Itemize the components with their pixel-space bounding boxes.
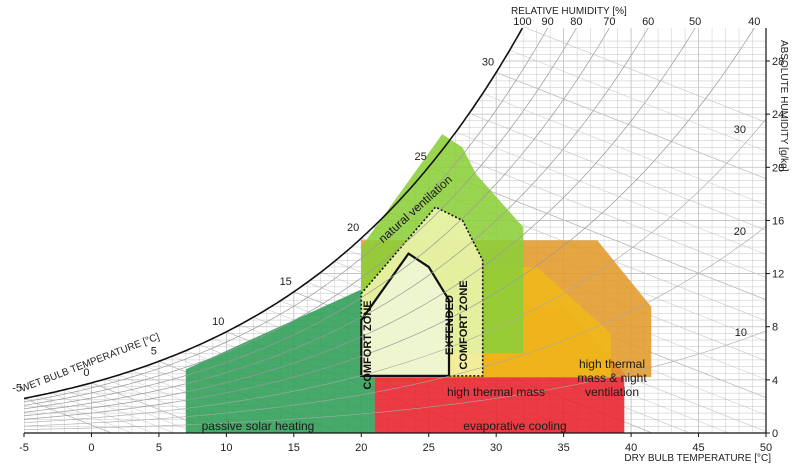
y-axis-title: ABSOLUTE HUMIDITY [g/kg] bbox=[778, 40, 789, 172]
rh-label: 90 bbox=[542, 16, 554, 28]
wet-bulb-tick-label: 10 bbox=[212, 316, 224, 328]
rh-label: 60 bbox=[642, 16, 654, 28]
rh-curve-20 bbox=[23, 226, 767, 427]
zone-passive-solar-heating bbox=[185, 289, 375, 433]
x-tick-label: 40 bbox=[625, 442, 637, 454]
x-tick-label: 45 bbox=[692, 442, 704, 454]
zone-layer bbox=[185, 134, 652, 433]
y-tick-label: 0 bbox=[772, 428, 778, 440]
x-tick-label: 5 bbox=[156, 442, 162, 454]
zone-label-comfort-zone: COMFORT ZONE bbox=[362, 300, 374, 389]
wet-bulb-line bbox=[482, 93, 766, 206]
wet-bulb-line bbox=[50, 392, 154, 433]
rh-curve-60 bbox=[23, 27, 649, 413]
y-tick-label: 8 bbox=[772, 322, 778, 334]
wet-bulb-tick-label: 25 bbox=[414, 151, 426, 163]
x-tick-label: 50 bbox=[760, 442, 772, 454]
enthalpy-line bbox=[523, 26, 766, 123]
wet-bulb-tick-label: 5 bbox=[151, 345, 157, 357]
axes bbox=[23, 28, 770, 437]
rh-curve-30 bbox=[23, 118, 767, 423]
wet-bulb-line bbox=[509, 49, 766, 152]
x-tick-label: 25 bbox=[423, 442, 435, 454]
y-tick-label: 28 bbox=[772, 56, 784, 68]
enthalpy-tick-label: 10 bbox=[735, 327, 747, 339]
wet-bulb-line bbox=[455, 131, 766, 255]
wet-bulb-line bbox=[428, 166, 766, 301]
enthalpy-line bbox=[469, 113, 766, 231]
rh-label: 80 bbox=[570, 16, 582, 28]
wet-bulb-tick-label: 15 bbox=[280, 276, 292, 288]
y-tick-label: 12 bbox=[772, 269, 784, 281]
rh-curve-50 bbox=[23, 27, 696, 417]
wet-bulb-axis-title: WET BULB TEMPERATURE [°C] bbox=[19, 331, 161, 394]
rh-label: 40 bbox=[748, 16, 760, 28]
zone-label-high-thermal-mass: high thermal mass bbox=[447, 385, 545, 399]
enthalpy-line bbox=[496, 72, 766, 179]
y-tick-label: 24 bbox=[772, 109, 784, 121]
wet-bulb-tick-label: 0 bbox=[83, 367, 89, 379]
rh-label: 50 bbox=[689, 16, 701, 28]
rh-label: 100 bbox=[513, 16, 531, 28]
wet-bulb-line bbox=[37, 395, 133, 433]
x-tick-label: 0 bbox=[88, 442, 94, 454]
rh-curve-70 bbox=[23, 27, 610, 410]
x-axis-title: DRY BULB TEMPERATURE [°C] bbox=[624, 453, 771, 464]
wet-bulb-tick-label: 30 bbox=[482, 56, 494, 68]
rh-curve-90 bbox=[23, 27, 549, 403]
rh-label: 70 bbox=[603, 16, 615, 28]
y-tick-label: 20 bbox=[772, 162, 784, 174]
x-tick-label: 30 bbox=[490, 442, 502, 454]
zone-label-extended-comfort-zone: EXTENDED COMFORT ZONE bbox=[444, 280, 470, 369]
y-tick-label: 16 bbox=[772, 215, 784, 227]
zone-label-passive-solar-heating: passive solar heating bbox=[202, 419, 315, 433]
wet-bulb-tick-label: 20 bbox=[347, 222, 359, 234]
y-tick-label: 4 bbox=[772, 375, 778, 387]
x-tick-label: 10 bbox=[220, 442, 232, 454]
x-tick-label: 20 bbox=[355, 442, 367, 454]
x-tick-label: 35 bbox=[558, 442, 570, 454]
rh-curve-100 bbox=[23, 27, 524, 400]
enthalpy-tick-label: 20 bbox=[734, 226, 746, 238]
rh-curve-80 bbox=[23, 27, 577, 406]
relative-humidity-curves bbox=[23, 27, 767, 430]
enthalpy-line bbox=[442, 149, 766, 278]
x-tick-label: -5 bbox=[19, 442, 29, 454]
rh-axis-title: RELATIVE HUMIDITY [%] bbox=[511, 6, 627, 17]
zone-label-evaporative-cooling: evaporative cooling bbox=[463, 419, 566, 433]
enthalpy-tick-label: 30 bbox=[734, 124, 746, 136]
rh-curve-10 bbox=[23, 330, 767, 430]
wet-bulb-tick-label: -5 bbox=[12, 382, 22, 394]
zone-label-high-thermal-mass-night-ventilation: high thermal mass & night ventilation bbox=[577, 357, 647, 399]
x-tick-label: 15 bbox=[288, 442, 300, 454]
rh-curve-40 bbox=[23, 27, 755, 420]
